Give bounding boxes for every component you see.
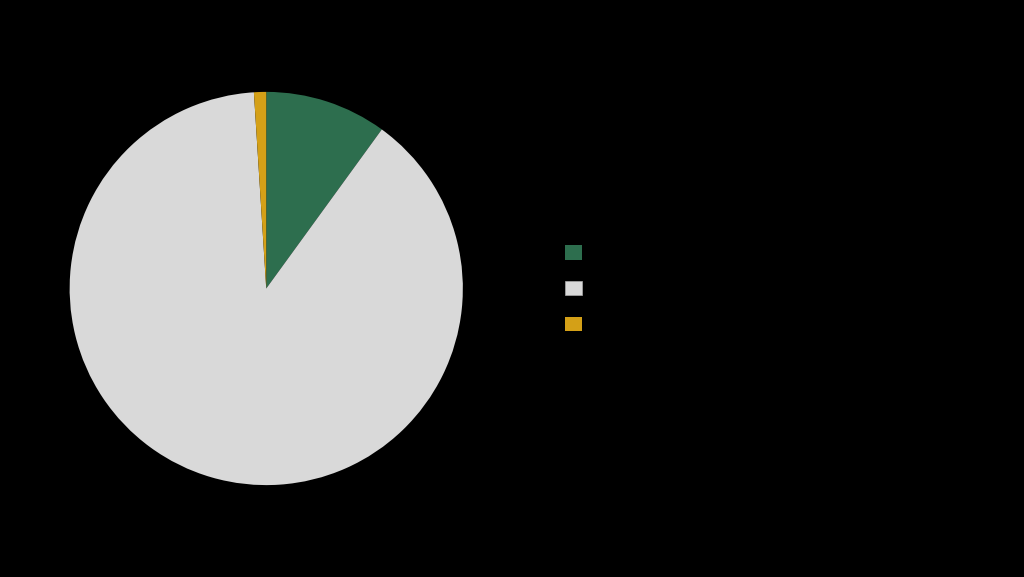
Legend: Yes, minority/cultural/ethnic group, No, not minority/cultural/ethnic group, Pre: Yes, minority/cultural/ethnic group, No,…: [558, 238, 862, 339]
Wedge shape: [266, 92, 382, 288]
Wedge shape: [254, 92, 266, 288]
Wedge shape: [70, 92, 463, 485]
